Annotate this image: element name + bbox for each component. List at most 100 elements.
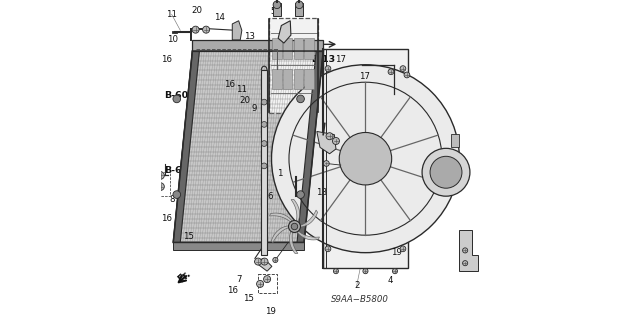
Circle shape (261, 258, 268, 265)
Polygon shape (289, 231, 298, 254)
Circle shape (261, 99, 267, 105)
Circle shape (271, 65, 460, 253)
Polygon shape (254, 258, 272, 271)
Text: 16: 16 (227, 286, 238, 295)
Polygon shape (173, 51, 200, 242)
Polygon shape (317, 131, 336, 154)
Circle shape (332, 137, 339, 145)
Polygon shape (451, 134, 459, 147)
Circle shape (333, 269, 339, 274)
Text: 9: 9 (252, 104, 257, 113)
Circle shape (173, 191, 180, 198)
Polygon shape (173, 242, 304, 250)
Text: S9AA−B5800: S9AA−B5800 (331, 295, 389, 304)
Text: 2: 2 (354, 281, 360, 290)
Text: B-60: B-60 (164, 166, 188, 175)
Circle shape (257, 280, 264, 287)
Circle shape (325, 66, 331, 71)
Bar (283, 38, 292, 59)
Text: 15: 15 (183, 232, 194, 241)
Text: 5: 5 (270, 7, 276, 16)
Circle shape (296, 1, 303, 9)
Polygon shape (232, 21, 242, 40)
Circle shape (297, 191, 305, 198)
Circle shape (157, 172, 164, 179)
Text: Fr.: Fr. (175, 268, 192, 284)
Bar (305, 69, 314, 89)
Circle shape (297, 95, 305, 103)
Circle shape (261, 122, 267, 127)
Polygon shape (269, 213, 292, 222)
Circle shape (291, 223, 298, 230)
Bar (294, 69, 303, 89)
Circle shape (400, 66, 406, 71)
Bar (296, 3, 303, 16)
Text: 13: 13 (244, 32, 255, 41)
Circle shape (430, 156, 462, 188)
Bar (294, 38, 303, 59)
Circle shape (404, 72, 410, 78)
Polygon shape (300, 210, 317, 227)
Circle shape (289, 220, 300, 233)
Text: B-60: B-60 (164, 91, 188, 100)
Bar (323, 49, 408, 268)
Text: 16: 16 (223, 80, 235, 89)
Text: 7: 7 (236, 275, 241, 284)
Text: 6: 6 (268, 192, 273, 201)
Text: 8: 8 (170, 195, 175, 204)
Polygon shape (278, 21, 291, 43)
Circle shape (192, 26, 199, 33)
Polygon shape (291, 199, 300, 222)
Text: 11: 11 (166, 10, 177, 19)
Text: 3: 3 (383, 163, 388, 172)
Polygon shape (193, 40, 323, 51)
Circle shape (392, 269, 397, 274)
Polygon shape (271, 226, 289, 243)
Circle shape (173, 95, 180, 103)
Text: 19: 19 (391, 248, 402, 256)
Circle shape (261, 163, 267, 169)
Polygon shape (459, 230, 478, 271)
Bar (269, 18, 319, 113)
Bar (283, 69, 292, 89)
Text: 20: 20 (239, 96, 250, 105)
Polygon shape (297, 51, 323, 242)
Circle shape (339, 132, 392, 185)
Circle shape (400, 246, 406, 252)
Text: 18: 18 (316, 189, 327, 197)
Circle shape (388, 69, 394, 75)
Circle shape (203, 26, 210, 33)
Circle shape (323, 161, 329, 167)
Bar (261, 70, 267, 255)
Circle shape (261, 141, 267, 146)
Circle shape (363, 269, 368, 274)
Polygon shape (297, 231, 319, 240)
Text: 16: 16 (161, 55, 172, 63)
Text: 15: 15 (243, 294, 253, 303)
Text: 5: 5 (296, 7, 302, 16)
Circle shape (273, 257, 278, 263)
Circle shape (463, 248, 468, 253)
Text: B-13: B-13 (311, 55, 335, 63)
Text: 12: 12 (235, 42, 246, 51)
Bar (305, 38, 314, 59)
Circle shape (157, 183, 164, 190)
Circle shape (326, 133, 333, 140)
Text: 17: 17 (335, 55, 346, 63)
Circle shape (463, 261, 468, 266)
Text: 11: 11 (236, 85, 247, 94)
Polygon shape (173, 51, 323, 242)
Circle shape (422, 148, 470, 196)
Text: 14: 14 (214, 13, 225, 22)
Text: 4: 4 (387, 276, 393, 285)
Circle shape (255, 258, 262, 265)
Text: 19: 19 (265, 307, 276, 315)
Bar (273, 3, 281, 16)
Text: 1: 1 (277, 169, 283, 178)
Circle shape (273, 1, 281, 9)
Bar (272, 38, 282, 59)
Text: 16: 16 (161, 214, 172, 223)
Bar (272, 69, 282, 89)
Circle shape (325, 246, 331, 252)
Text: 20: 20 (192, 6, 203, 15)
